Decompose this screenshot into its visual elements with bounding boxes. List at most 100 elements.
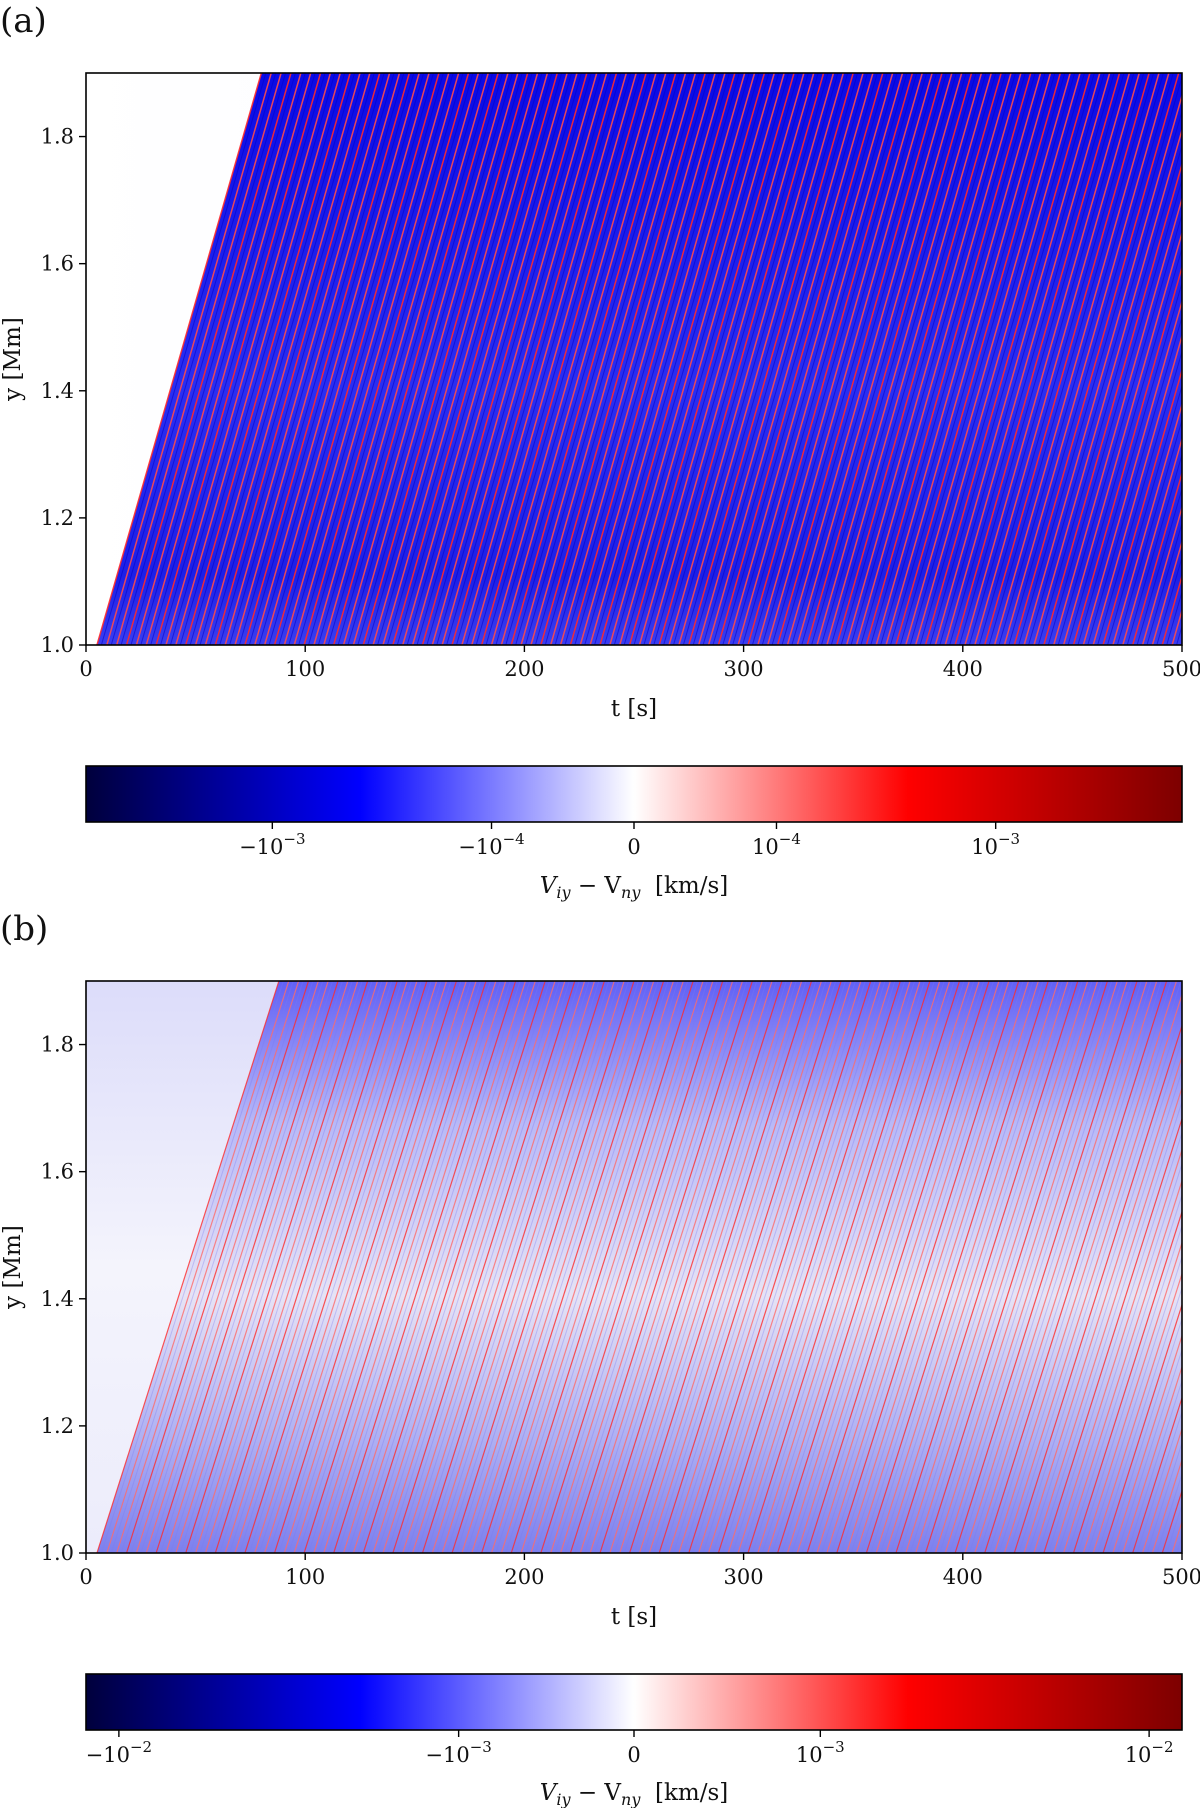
wave-trough: [456, 73, 622, 645]
y-tick-label: 1.0: [41, 1541, 74, 1565]
wave-trough: [229, 981, 413, 1553]
wave-trough: [239, 73, 405, 645]
wave-trough: [436, 73, 602, 645]
wave-stripe: [1003, 73, 1170, 645]
wave-trough: [1067, 1193, 1182, 1553]
wave-stripe: [707, 73, 874, 645]
wave-stripe: [115, 73, 282, 645]
wave-stripe: [303, 981, 487, 1553]
wave-trough: [544, 981, 728, 1553]
wave-trough: [396, 981, 580, 1553]
wave-trough: [475, 981, 659, 1553]
wave-trough: [169, 73, 336, 645]
y-tick-label: 1.0: [41, 633, 74, 657]
wave-trough: [929, 73, 1095, 645]
plot-frame-a: [85, 72, 1183, 646]
wave-stripe: [599, 73, 766, 645]
wave-trough: [791, 73, 957, 645]
wave-trough: [603, 73, 770, 645]
wave-trough: [1057, 1162, 1182, 1553]
wave-stripe: [520, 73, 687, 645]
x-tick-label: 400: [943, 657, 983, 681]
wave-trough: [525, 981, 708, 1553]
panel-a-label: (a): [0, 1, 47, 41]
wave-stripe: [924, 73, 1091, 645]
wave-trough: [337, 981, 521, 1553]
wave-trough: [860, 73, 1026, 645]
wave-trough: [988, 73, 1155, 645]
wave-trough: [909, 981, 1093, 1553]
wave-trough: [820, 981, 1004, 1553]
wave-stripe: [914, 73, 1081, 645]
colorbar-a-ticks: −10−3 −10−4 0 10−4 10−3: [239, 822, 1020, 859]
wave-stripe: [135, 981, 319, 1553]
wave-trough: [317, 73, 484, 645]
wave-stripe: [717, 981, 901, 1553]
wave-trough: [830, 73, 997, 645]
wave-stripe: [293, 73, 460, 645]
wave-stripe: [175, 981, 359, 1553]
wave-stripe: [431, 981, 615, 1553]
wave-stripe: [559, 73, 726, 645]
wave-stripe: [185, 981, 369, 1553]
wave-stripe: [224, 981, 408, 1553]
wave-stripe: [204, 981, 388, 1553]
wave-stripe: [668, 73, 835, 645]
wave-trough: [771, 981, 955, 1553]
wave-trough: [406, 73, 573, 645]
wave-stripe: [993, 73, 1160, 645]
wave-stripe: [273, 73, 440, 645]
wave-stripe: [954, 73, 1121, 645]
wave-stripe: [1023, 1054, 1182, 1553]
wave-trough: [702, 73, 868, 645]
wave-stripe: [421, 73, 588, 645]
wave-trough: [564, 981, 748, 1553]
wave-stripe: [865, 73, 1032, 645]
wave-trough: [1146, 521, 1182, 645]
wave-stripe: [826, 981, 1010, 1553]
wave-trough: [1146, 1441, 1182, 1553]
wave-trough: [150, 73, 316, 645]
wave-trough: [1196, 73, 1200, 645]
wave-trough: [446, 981, 630, 1553]
wave-trough: [850, 981, 1034, 1553]
wave-stripe: [865, 981, 1049, 1553]
wave-trough: [140, 73, 306, 645]
wave-stripe: [392, 981, 576, 1553]
wave-trough: [209, 981, 393, 1553]
wave-stripe: [116, 981, 300, 1553]
wave-trough: [781, 73, 947, 645]
wave-trough: [396, 73, 563, 645]
wave-trough: [643, 981, 827, 1553]
wave-stripe: [214, 981, 398, 1553]
wave-stripe: [954, 981, 1138, 1553]
wave-trough: [682, 981, 866, 1553]
wave-stripe: [471, 981, 655, 1553]
wave-trough: [288, 73, 454, 645]
wave-stripe: [1192, 981, 1200, 1553]
wave-stripe: [402, 981, 586, 1553]
wave-stripe: [1092, 333, 1182, 645]
wave-trough: [880, 981, 1064, 1553]
wave-stripe: [668, 981, 852, 1553]
wave-trough: [1087, 315, 1182, 645]
wave-stripe: [362, 981, 546, 1553]
wave-stripe: [204, 73, 371, 645]
heatmap-a: [86, 73, 1200, 645]
wave-stripe: [836, 981, 1020, 1553]
wave-trough: [1077, 1224, 1182, 1553]
wave-trough: [919, 981, 1103, 1553]
x-tick-label: 100: [285, 657, 325, 681]
wave-trough: [179, 981, 363, 1553]
colorbar-tick-label: 0: [627, 835, 640, 859]
wave-stripe: [648, 73, 815, 645]
wave-stripe: [254, 73, 420, 645]
wave-stripe: [1122, 1364, 1182, 1553]
wave-trough: [791, 981, 975, 1553]
y-tick-label: 1.4: [41, 379, 74, 403]
x-axis-label-b: t [s]: [611, 1604, 657, 1630]
wave-stripe: [332, 73, 499, 645]
wave-stripe: [579, 73, 746, 645]
wave-stripe: [757, 981, 941, 1553]
wave-trough: [258, 73, 425, 645]
